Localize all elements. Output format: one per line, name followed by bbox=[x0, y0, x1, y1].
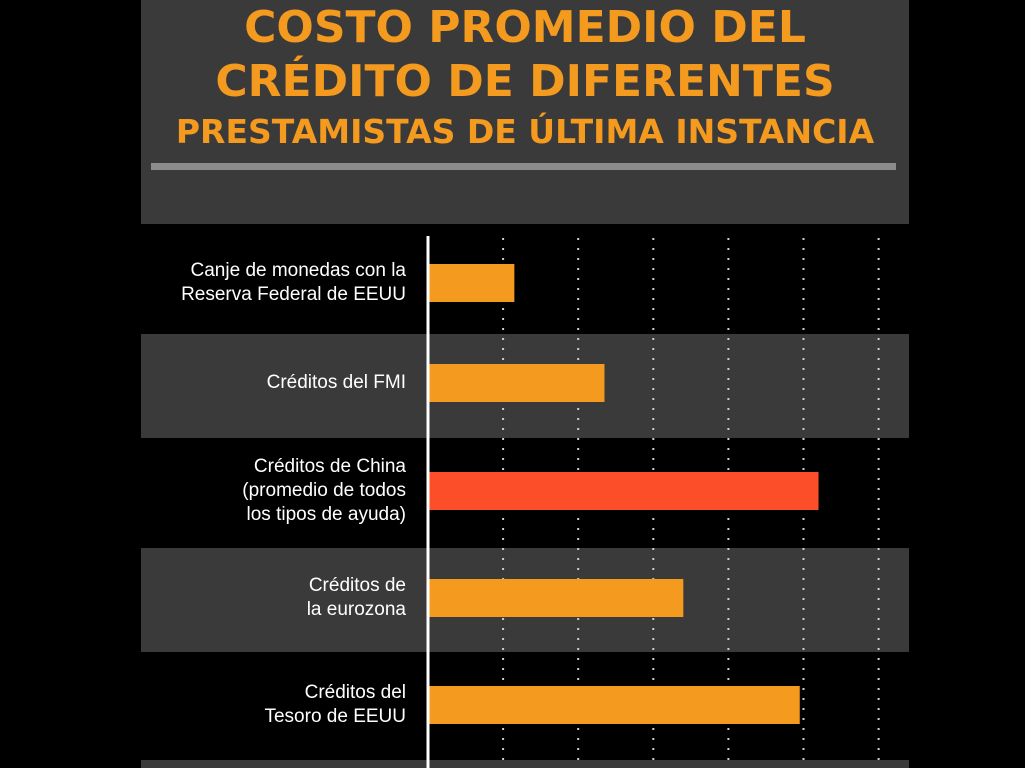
category-label-line: Canje de monedas con la bbox=[190, 260, 406, 281]
infographic-panel: COSTO PROMEDIO DEL CRÉDITO DE DIFERENTES… bbox=[141, 0, 909, 768]
category-label-line: Reserva Federal de EEUU bbox=[181, 284, 406, 305]
bar bbox=[428, 579, 684, 617]
category-label-line: Créditos del bbox=[304, 682, 406, 703]
bar bbox=[428, 686, 800, 724]
title-rule bbox=[151, 163, 896, 170]
category-label: Créditos del Tesoro de EEUU bbox=[141, 681, 406, 729]
category-label-line: Créditos de bbox=[308, 575, 406, 596]
title-line-3: PRESTAMISTAS DE ÚLTIMA INSTANCIA bbox=[175, 112, 875, 151]
category-label-line: Créditos de China bbox=[253, 456, 406, 477]
category-label: Créditos del FMI bbox=[141, 371, 406, 395]
title-line-2: CRÉDITO DE DIFERENTES bbox=[215, 56, 835, 107]
bar-chart bbox=[426, 236, 880, 768]
category-label: Créditos de China (promedio de todos los t… bbox=[141, 455, 406, 527]
header: COSTO PROMEDIO DEL CRÉDITO DE DIFERENTES… bbox=[141, 0, 909, 224]
category-label-line: la eurozona bbox=[306, 599, 406, 620]
category-label: Canje de monedas con la Reserva Federal d… bbox=[141, 259, 406, 307]
category-label: Créditos de la eurozona bbox=[141, 574, 406, 622]
category-label-line: (promedio de todos bbox=[242, 480, 406, 501]
bar bbox=[428, 364, 605, 402]
row-band bbox=[141, 760, 909, 768]
bar bbox=[428, 264, 515, 302]
category-label-line: los tipos de ayuda) bbox=[246, 504, 407, 525]
title-line-1: COSTO PROMEDIO DEL bbox=[244, 2, 806, 53]
category-label-line: Tesoro de EEUU bbox=[264, 706, 406, 727]
category-label-line: Créditos del FMI bbox=[266, 372, 406, 393]
bar bbox=[428, 472, 819, 510]
